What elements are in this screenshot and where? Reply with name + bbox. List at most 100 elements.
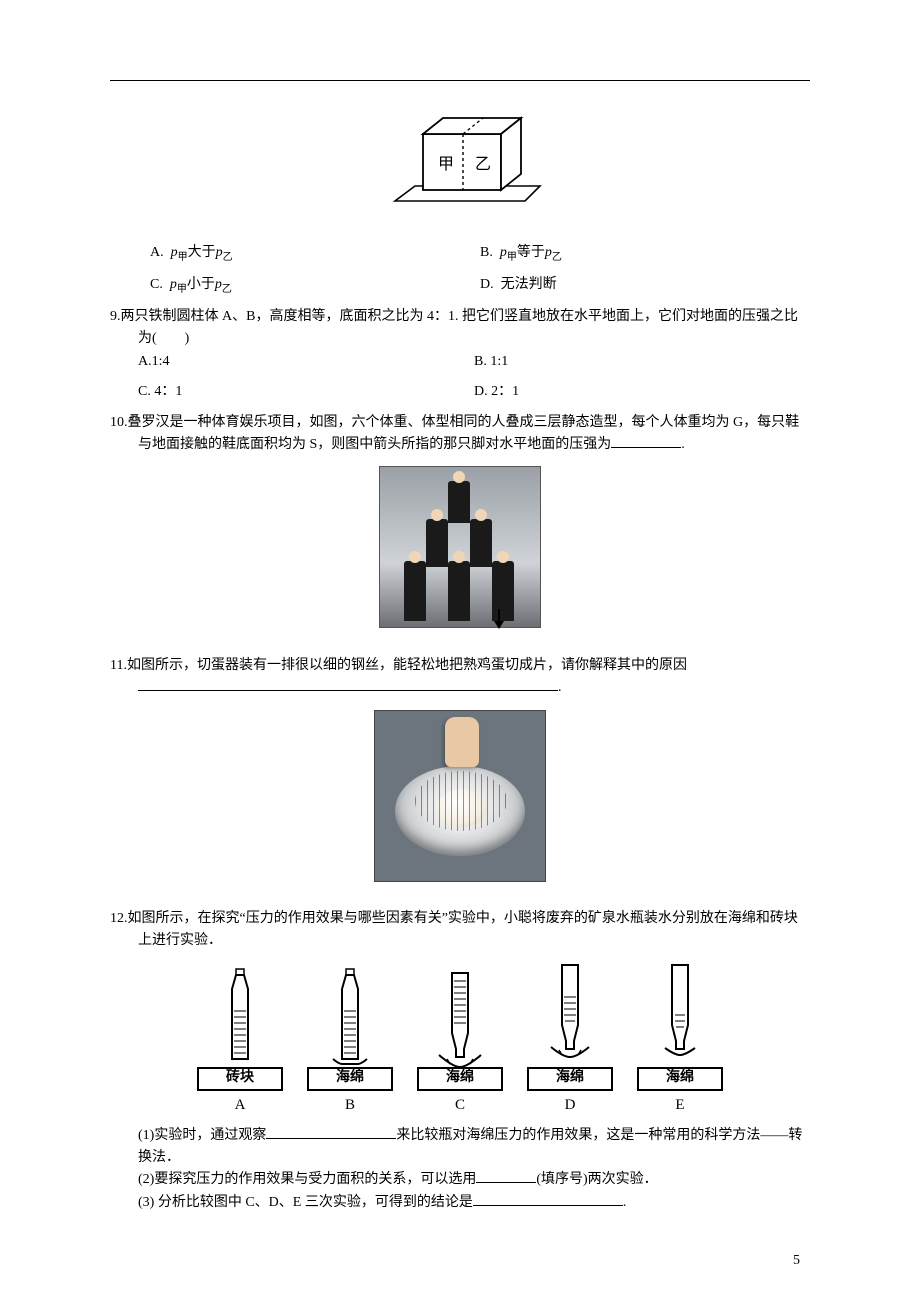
q12-base: 海绵 xyxy=(637,1067,723,1091)
opt-tag: C. xyxy=(138,384,151,399)
rel: 小于 xyxy=(187,277,215,292)
q12-base: 砖块 xyxy=(197,1067,283,1091)
blank xyxy=(266,1138,396,1139)
q8-option-c: C. p甲小于p乙 xyxy=(150,274,480,298)
var-p: p xyxy=(170,277,177,292)
q10-stem: 10.叠罗汉是一种体育娱乐项目，如图，六个体重、体型相同的人叠成三层静态造型，每… xyxy=(110,412,810,457)
opt-text: 无法判断 xyxy=(501,277,557,292)
opt-tag: A. xyxy=(138,354,152,369)
bottle-inverted-icon xyxy=(425,967,495,1067)
var-p: p xyxy=(171,245,178,260)
rel: 大于 xyxy=(188,245,216,260)
q12-base: 海绵 xyxy=(307,1067,393,1091)
q-number: 12. xyxy=(110,911,128,926)
q12-sub2: (2)要探究压力的作用效果与受力面积的关系，可以选用 (填序号)两次实验． xyxy=(110,1169,810,1191)
sub-yi: 乙 xyxy=(223,252,233,263)
blank xyxy=(611,447,681,448)
q-number: 11. xyxy=(110,658,127,673)
q11-stem: 11.如图所示，切蛋器装有一排很以细的钢丝，能轻松地把熟鸡蛋切成片，请你解释其中… xyxy=(110,655,810,700)
q10-image xyxy=(379,466,541,628)
q11-image xyxy=(374,710,546,882)
q12-item-c: 海绵 C xyxy=(417,967,503,1117)
blank xyxy=(138,690,558,691)
q12-item-e: 海绵 E xyxy=(637,959,723,1117)
q10-figure xyxy=(110,466,810,636)
q12-s2a: (2)要探究压力的作用效果与受力面积的关系，可以选用 xyxy=(138,1172,476,1187)
q12-label: B xyxy=(345,1093,355,1117)
bottle-inverted-low-icon xyxy=(645,959,715,1059)
q12-s2b: (填序号)两次实验． xyxy=(536,1172,657,1187)
sub-jia: 甲 xyxy=(507,252,517,263)
q9-row: A.1:4 B. 1:1 xyxy=(138,351,810,373)
header-rule xyxy=(110,80,810,81)
opt-tag: D. xyxy=(480,277,494,292)
q10: 10.叠罗汉是一种体育娱乐项目，如图，六个体重、体型相同的人叠成三层静态造型，每… xyxy=(110,412,810,637)
q12-sub3: (3) 分析比较图中 C、D、E 三次实验，可得到的结论是. xyxy=(110,1192,810,1214)
q10-text-a: 叠罗汉是一种体育娱乐项目，如图，六个体重、体型相同的人叠成三层静态造型，每个人体… xyxy=(128,415,800,452)
q12-figure: 砖块 A 海绵 B xyxy=(110,959,810,1117)
q9-row: C. 4：1 D. 2：1 xyxy=(138,381,810,403)
q10-text-b: . xyxy=(681,437,685,452)
q8-options: A. p甲大于p乙 B. p甲等于p乙 C. p甲小于p乙 D. 无法判断 xyxy=(150,242,810,298)
q12-item-b: 海绵 B xyxy=(307,967,393,1117)
opt-text: 1:1 xyxy=(490,354,508,369)
q12-s3a: (3) 分析比较图中 C、D、E 三次实验，可得到的结论是 xyxy=(138,1195,473,1210)
q12-stem: 12.如图所示，在探究“压力的作用效果与哪些因素有关”实验中，小聪将废弃的矿泉水… xyxy=(110,908,810,953)
q-number: 10. xyxy=(110,415,128,430)
q11: 11.如图所示，切蛋器装有一排很以细的钢丝，能轻松地把熟鸡蛋切成片，请你解释其中… xyxy=(110,655,810,890)
q12-base: 海绵 xyxy=(527,1067,613,1091)
q12-label: D xyxy=(565,1093,576,1117)
page-number: 5 xyxy=(793,1250,800,1272)
var-p: p xyxy=(500,245,507,260)
bottle-inverted-partial-icon xyxy=(535,959,605,1059)
page: 甲 乙 A. p甲大于p乙 B. p甲等于p乙 C. p甲小于p乙 D. 无法判… xyxy=(0,0,920,1302)
arrow-icon xyxy=(498,609,500,627)
q8-option-a: A. p甲大于p乙 xyxy=(150,242,480,266)
sub-jia: 甲 xyxy=(177,284,187,295)
opt-tag: B. xyxy=(474,354,487,369)
q9-options: A.1:4 B. 1:1 C. 4：1 D. 2：1 xyxy=(110,351,810,404)
q9-option-a: A.1:4 xyxy=(138,351,474,373)
q8-option-row: C. p甲小于p乙 D. 无法判断 xyxy=(150,274,810,298)
q9: 9.两只铁制圆柱体 A、B，高度相等，底面积之比为 4：1. 把它们竖直地放在水… xyxy=(110,306,810,404)
rel: 等于 xyxy=(517,245,545,260)
opt-text: 4：1 xyxy=(154,384,182,399)
opt-text: 2：1 xyxy=(491,384,519,399)
q12-item-a: 砖块 A xyxy=(197,967,283,1117)
var-p: p xyxy=(545,245,552,260)
opt-tag: D. xyxy=(474,384,488,399)
q11-text-a: 如图所示，切蛋器装有一排很以细的钢丝，能轻松地把熟鸡蛋切成片，请你解释其中的原因 xyxy=(127,658,687,673)
q11-figure xyxy=(110,710,810,890)
opt-tag: C. xyxy=(150,277,163,292)
q12-diagram: 砖块 A 海绵 B xyxy=(197,959,723,1117)
opt-text: 1:4 xyxy=(152,354,170,369)
opt-tag: B. xyxy=(480,245,493,260)
q12-s1a: (1)实验时，通过观察 xyxy=(138,1128,266,1143)
q12-label: A xyxy=(235,1093,246,1117)
bottle-upright-sponge-icon xyxy=(315,967,385,1067)
q9-option-c: C. 4：1 xyxy=(138,381,474,403)
q12: 12.如图所示，在探究“压力的作用效果与哪些因素有关”实验中，小聪将废弃的矿泉水… xyxy=(110,908,810,1214)
q9-stem: 9.两只铁制圆柱体 A、B，高度相等，底面积之比为 4：1. 把它们竖直地放在水… xyxy=(110,306,810,351)
q12-label: C xyxy=(455,1093,465,1117)
q8-box-svg: 甲 乙 xyxy=(375,106,545,216)
q9-option-b: B. 1:1 xyxy=(474,351,810,373)
blank xyxy=(476,1182,536,1183)
var-p: p xyxy=(215,277,222,292)
q12-base: 海绵 xyxy=(417,1067,503,1091)
q8-figure: 甲 乙 xyxy=(110,106,810,224)
q-number: 9. xyxy=(110,309,121,324)
sub-yi: 乙 xyxy=(552,252,562,263)
blank xyxy=(473,1205,623,1206)
q12-item-d: 海绵 D xyxy=(527,959,613,1117)
sub-yi: 乙 xyxy=(222,284,232,295)
q8-label-jia: 甲 xyxy=(438,156,454,173)
var-p: p xyxy=(216,245,223,260)
q12-sub1: (1)实验时，通过观察来比较瓶对海绵压力的作用效果，这是一种常用的科学方法——转… xyxy=(110,1125,810,1170)
sub-jia: 甲 xyxy=(178,252,188,263)
q12-s3b: . xyxy=(623,1195,627,1210)
bottle-upright-icon xyxy=(210,967,270,1067)
q12-text: 如图所示，在探究“压力的作用效果与哪些因素有关”实验中，小聪将废弃的矿泉水瓶装水… xyxy=(128,911,798,948)
q8-option-row: A. p甲大于p乙 B. p甲等于p乙 xyxy=(150,242,810,266)
q8-label-yi: 乙 xyxy=(475,156,491,173)
